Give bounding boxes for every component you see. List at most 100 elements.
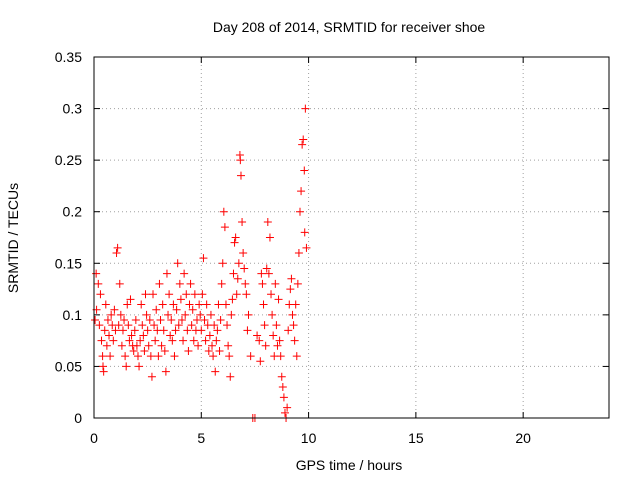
data-point xyxy=(100,326,109,335)
data-point xyxy=(209,352,218,361)
data-point xyxy=(292,352,301,361)
data-point xyxy=(204,346,213,355)
data-point xyxy=(189,336,198,345)
y-tick-label: 0.3 xyxy=(63,101,83,117)
data-point xyxy=(300,228,309,237)
data-point xyxy=(146,352,155,361)
data-point xyxy=(168,336,177,345)
data-point xyxy=(120,316,129,325)
data-point xyxy=(132,341,141,350)
data-point xyxy=(300,166,309,175)
data-point xyxy=(217,279,226,288)
y-tick-label: 0.05 xyxy=(55,358,82,374)
data-point xyxy=(181,310,190,319)
y-tick-label: 0.25 xyxy=(55,152,82,168)
x-tick-label: 10 xyxy=(301,430,317,446)
data-point xyxy=(280,408,289,417)
axis-ticks xyxy=(93,56,609,419)
data-point xyxy=(259,300,268,309)
data-point xyxy=(152,305,161,314)
data-point xyxy=(216,316,225,325)
data-point xyxy=(115,279,124,288)
data-point xyxy=(114,321,123,330)
data-point xyxy=(121,352,130,361)
y-tick-label: 0.1 xyxy=(63,307,83,323)
data-point xyxy=(138,321,147,330)
data-point xyxy=(287,274,296,283)
data-point xyxy=(291,300,300,309)
data-point xyxy=(126,295,135,304)
data-point xyxy=(133,352,142,361)
data-point xyxy=(176,295,185,304)
y-tick-label: 0.35 xyxy=(55,49,82,65)
data-point xyxy=(174,321,183,330)
x-tick-label: 20 xyxy=(515,430,531,446)
data-point xyxy=(136,336,145,345)
data-point xyxy=(264,269,273,278)
data-point xyxy=(142,310,151,319)
data-point xyxy=(96,290,105,299)
data-point xyxy=(233,274,242,283)
x-tick-label: 15 xyxy=(408,430,424,446)
data-point xyxy=(211,367,220,376)
data-point xyxy=(226,372,235,381)
data-point xyxy=(265,233,274,242)
data-point xyxy=(170,352,179,361)
data-point xyxy=(271,279,280,288)
tick-labels: 0 0.05 0.1 0.15 0.2 0.25 0.3 0.35 0 5 10 15 20 xyxy=(55,49,531,446)
data-point xyxy=(273,341,282,350)
data-point xyxy=(164,310,173,319)
data-point xyxy=(113,243,122,252)
data-point xyxy=(212,336,221,345)
data-point xyxy=(139,331,148,340)
data-point xyxy=(124,321,133,330)
data-point xyxy=(151,336,160,345)
data-point xyxy=(150,321,159,330)
data-point xyxy=(272,321,281,330)
data-point xyxy=(195,300,204,309)
data-point xyxy=(276,352,285,361)
data-point xyxy=(229,269,238,278)
data-point xyxy=(102,341,111,350)
data-point xyxy=(92,269,101,278)
data-point xyxy=(149,290,158,299)
data-point xyxy=(205,331,214,340)
data-point xyxy=(171,326,180,335)
data-point xyxy=(172,305,181,314)
data-point xyxy=(298,140,307,149)
data-point xyxy=(180,269,189,278)
data-point xyxy=(155,279,164,288)
y-tick-label: 0.2 xyxy=(63,204,83,220)
data-point xyxy=(103,316,112,325)
data-point xyxy=(105,331,114,340)
data-point xyxy=(263,218,272,227)
data-point xyxy=(258,279,267,288)
data-point xyxy=(200,316,209,325)
data-point xyxy=(213,326,222,335)
data-point xyxy=(219,207,228,216)
data-point xyxy=(283,403,292,412)
data-point xyxy=(301,104,310,113)
data-point xyxy=(253,331,262,340)
data-point xyxy=(227,310,236,319)
data-point xyxy=(91,316,100,325)
data-point xyxy=(269,331,278,340)
data-point xyxy=(230,238,239,247)
data-point xyxy=(167,316,176,325)
data-point xyxy=(159,326,168,335)
data-point xyxy=(157,341,166,350)
data-point xyxy=(162,269,171,278)
data-point xyxy=(225,352,234,361)
data-point xyxy=(293,279,302,288)
data-point xyxy=(277,372,286,381)
data-point xyxy=(267,290,276,299)
data-point xyxy=(275,336,284,345)
data-point xyxy=(135,362,144,371)
chart-title: Day 208 of 2014, SRMTID for receiver sho… xyxy=(213,19,486,35)
data-point xyxy=(196,310,205,319)
data-point xyxy=(202,300,211,309)
data-point xyxy=(197,326,206,335)
data-point xyxy=(236,171,245,180)
data-point xyxy=(169,300,178,309)
data-point xyxy=(286,285,295,294)
